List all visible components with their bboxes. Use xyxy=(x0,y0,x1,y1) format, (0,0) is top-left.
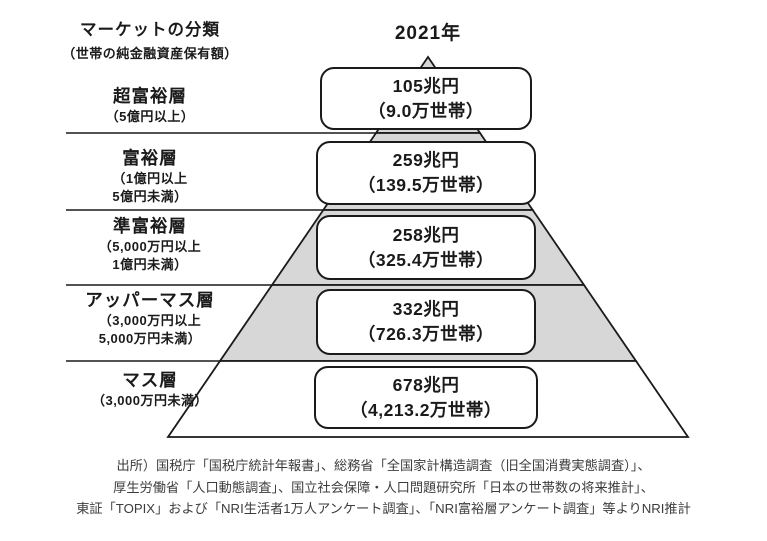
tier-label-junfuyuso: 準富裕層 （5,000万円以上 1億円未満） xyxy=(28,214,272,274)
tier-label-upper-mass: アッパーマス層 （3,000万円以上 5,000万円未満） xyxy=(28,288,272,348)
tier-assets: 332兆円 xyxy=(392,299,460,319)
tier-households: （325.4万世帯） xyxy=(357,249,495,270)
tier-name: アッパーマス層 xyxy=(85,290,215,310)
tier-households: （139.5万世帯） xyxy=(357,175,495,195)
tier-range-line1: （5億円以上） xyxy=(105,109,195,124)
tier-assets: 259兆円 xyxy=(392,150,460,170)
source-note: 出所）国税庁「国税庁統計年報書」、総務省「全国家計構造調査（旧全国消費実態調査）… xyxy=(0,455,767,520)
tier-households: （726.3万世帯） xyxy=(357,324,495,344)
source-line-2: 厚生労働省「人口動態調査」、国立社会保障・人口問題研究所「日本の世帯数の将来推計… xyxy=(113,479,654,495)
classification-title: マーケットの分類 xyxy=(80,21,220,39)
year-title: 2021年 xyxy=(394,23,462,44)
source-line-1: 出所）国税庁「国税庁統計年報書」、総務省「全国家計構造調査（旧全国消費実態調査）… xyxy=(116,458,651,473)
tier-range-line1: （3,000万円以上 xyxy=(98,313,202,328)
tier-label-fuyuso: 富裕層 （1億円以上 5億円未満） xyxy=(28,146,272,206)
value-box-tier-2: 259兆円 （139.5万世帯） xyxy=(316,141,536,205)
tier-name: 準富裕層 xyxy=(113,216,187,236)
value-box-tier-3: 258兆円 （325.4万世帯） xyxy=(316,215,536,280)
tier-assets: 258兆円 xyxy=(392,224,460,245)
value-box-tier-4: 332兆円 （726.3万世帯） xyxy=(316,289,536,355)
tier-label-mass: マス層 （3,000万円未満） xyxy=(28,368,272,410)
source-line-3: 東証「TOPIX」および「NRI生活者1万人アンケート調査」、「NRI富裕層アン… xyxy=(76,501,691,516)
tier-assets: 105兆円 xyxy=(392,75,460,96)
classification-header: マーケットの分類 （世帯の純金融資産保有額） xyxy=(28,16,272,62)
tier-range-line2: 1億円未満） xyxy=(112,257,188,272)
tier-name: マス層 xyxy=(122,370,178,390)
tier-label-chofuyuso: 超富裕層 （5億円以上） xyxy=(28,84,272,126)
tier-households: （9.0万世帯） xyxy=(368,100,484,121)
tier-range-line2: 5,000万円未満） xyxy=(98,331,202,346)
value-box-tier-5: 678兆円 （4,213.2万世帯） xyxy=(314,366,538,429)
tier-assets: 678兆円 xyxy=(392,374,460,395)
classification-subtitle: （世帯の純金融資産保有額） xyxy=(62,46,238,61)
value-box-tier-1: 105兆円 （9.0万世帯） xyxy=(320,67,532,130)
tier-range-line2: 5億円未満） xyxy=(112,189,188,204)
tier-households: （4,213.2万世帯） xyxy=(350,399,502,420)
tier-name: 超富裕層 xyxy=(113,86,187,106)
tier-name: 富裕層 xyxy=(122,148,178,168)
tier-range-line1: （3,000万円未満） xyxy=(91,393,209,408)
tier-range-line1: （1億円以上 xyxy=(112,171,188,186)
tier-range-line1: （5,000万円以上 xyxy=(98,239,202,254)
